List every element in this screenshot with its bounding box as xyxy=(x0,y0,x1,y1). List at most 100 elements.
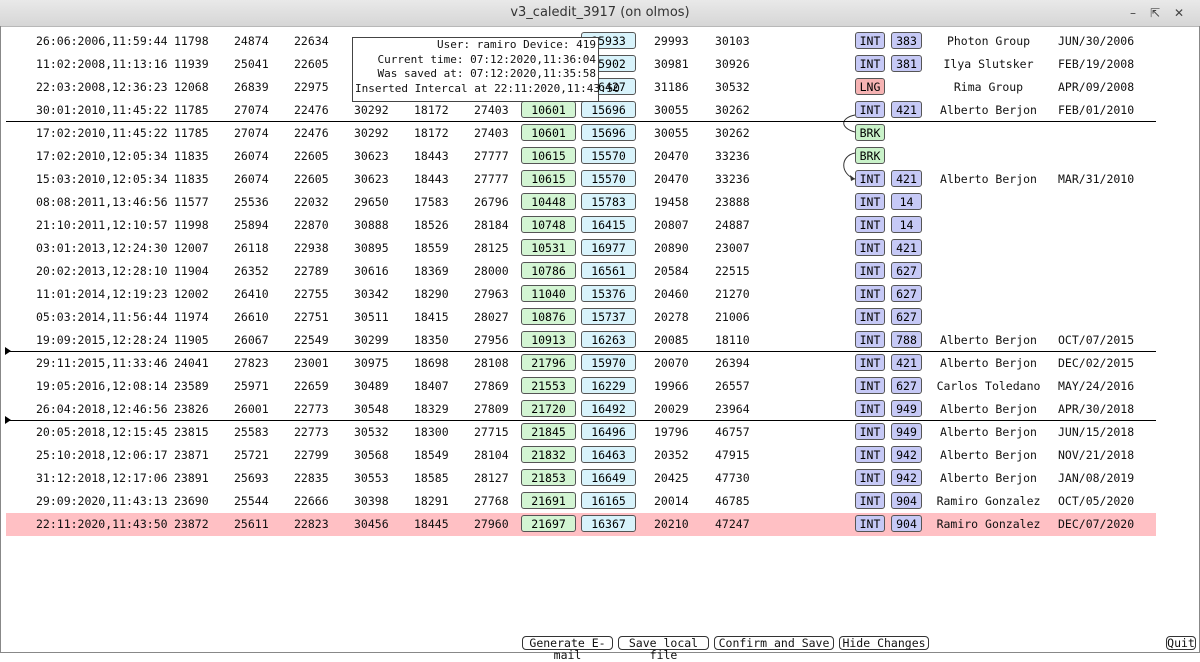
device-tag[interactable]: 421 xyxy=(891,354,922,371)
table-row[interactable]: 22:11:2020,11:43:50 23872 25611 22823 30456 1… xyxy=(6,513,1156,536)
device-tag[interactable]: 627 xyxy=(891,377,922,394)
device-tag[interactable]: 788 xyxy=(891,331,922,348)
green-value-box[interactable]: 10913 xyxy=(521,331,576,348)
type-tag[interactable]: INT xyxy=(855,32,885,49)
quit-button[interactable]: Quit xyxy=(1166,636,1196,650)
green-value-box[interactable]: 21691 xyxy=(521,492,576,509)
blue-value-box[interactable]: 16229 xyxy=(581,377,636,394)
green-value-box[interactable]: 10615 xyxy=(521,170,576,187)
blue-value-box[interactable]: 16492 xyxy=(581,400,636,417)
device-tag[interactable]: 942 xyxy=(891,446,922,463)
green-value-box[interactable]: 10448 xyxy=(521,193,576,210)
type-tag[interactable]: INT xyxy=(855,239,885,256)
type-tag[interactable]: INT xyxy=(855,400,885,417)
blue-value-box[interactable]: 15376 xyxy=(581,285,636,302)
device-tag[interactable]: 421 xyxy=(891,101,922,118)
green-value-box[interactable]: 21832 xyxy=(521,446,576,463)
table-row[interactable]: 17:02:2010,12:05:34 11835 26074 22605 30623 1… xyxy=(6,145,1156,168)
blue-value-box[interactable]: 15696 xyxy=(581,124,636,141)
device-tag[interactable]: 949 xyxy=(891,400,922,417)
green-value-box[interactable]: 21697 xyxy=(521,515,576,532)
table-row[interactable]: 05:03:2014,11:56:44 11974 26610 22751 30511 1… xyxy=(6,306,1156,329)
blue-value-box[interactable]: 15570 xyxy=(581,170,636,187)
green-value-box[interactable]: 21853 xyxy=(521,469,576,486)
type-tag[interactable]: INT xyxy=(855,446,885,463)
generate-email-button[interactable]: Generate E-mail xyxy=(522,636,613,661)
type-tag[interactable]: BRK xyxy=(855,147,885,164)
type-tag[interactable]: INT xyxy=(855,101,885,118)
table-row[interactable]: 11:02:2008,11:13:16 11939 25041 22605 15902 3… xyxy=(6,53,1156,76)
type-tag[interactable]: INT xyxy=(855,308,885,325)
blue-value-box[interactable]: 16561 xyxy=(581,262,636,279)
device-tag[interactable]: 421 xyxy=(891,170,922,187)
table-row[interactable]: 29:11:2015,11:33:46 24041 27823 23001 30975 1… xyxy=(6,352,1156,375)
blue-value-box[interactable]: 16165 xyxy=(581,492,636,509)
title-bar[interactable]: v3_caledit_3917 (on olmos) – ⇱ ✕ xyxy=(0,0,1200,27)
close-icon[interactable]: ✕ xyxy=(1173,6,1185,20)
table-row[interactable]: 19:09:2015,12:28:24 11905 26067 22549 30299 1… xyxy=(6,329,1156,352)
device-tag[interactable]: 904 xyxy=(891,515,922,532)
type-tag[interactable]: BRK xyxy=(855,124,885,141)
green-value-box[interactable]: 21796 xyxy=(521,354,576,371)
minimize-icon[interactable]: – xyxy=(1130,6,1136,20)
device-tag[interactable]: 627 xyxy=(891,285,922,302)
blue-value-box[interactable]: 15783 xyxy=(581,193,636,210)
type-tag[interactable]: INT xyxy=(855,170,885,187)
table-row[interactable]: 19:05:2016,12:08:14 23589 25971 22659 30489 1… xyxy=(6,375,1156,398)
table-row[interactable]: 26:06:2006,11:59:44 11798 24874 22634 15933 2… xyxy=(6,30,1156,53)
type-tag[interactable]: INT xyxy=(855,216,885,233)
type-tag[interactable]: INT xyxy=(855,193,885,210)
blue-value-box[interactable]: 16415 xyxy=(581,216,636,233)
table-row[interactable]: 20:05:2018,12:15:45 23815 25583 22773 30532 1… xyxy=(6,421,1156,444)
device-tag[interactable]: 949 xyxy=(891,423,922,440)
device-tag[interactable]: 942 xyxy=(891,469,922,486)
blue-value-box[interactable]: 16263 xyxy=(581,331,636,348)
type-tag[interactable]: INT xyxy=(855,377,885,394)
table-row[interactable]: 25:10:2018,12:06:17 23871 25721 22799 30568 1… xyxy=(6,444,1156,467)
device-tag[interactable]: 904 xyxy=(891,492,922,509)
blue-value-box[interactable]: 15970 xyxy=(581,354,636,371)
blue-value-box[interactable]: 16649 xyxy=(581,469,636,486)
device-tag[interactable]: 627 xyxy=(891,308,922,325)
device-tag[interactable]: 383 xyxy=(891,32,922,49)
device-tag[interactable]: 381 xyxy=(891,55,922,72)
table-row[interactable]: 26:04:2018,12:46:56 23826 26001 22773 30548 1… xyxy=(6,398,1156,421)
type-tag[interactable]: INT xyxy=(855,492,885,509)
restore-icon[interactable]: ⇱ xyxy=(1149,6,1161,20)
device-tag[interactable]: 14 xyxy=(891,193,922,210)
table-row[interactable]: 03:01:2013,12:24:30 12007 26118 22938 30895 1… xyxy=(6,237,1156,260)
type-tag[interactable]: INT xyxy=(855,331,885,348)
confirm-and-save-button[interactable]: Confirm and Save xyxy=(714,636,834,650)
blue-value-box[interactable]: 16496 xyxy=(581,423,636,440)
table-row[interactable]: 22:03:2008,12:36:23 12068 26839 22975 16427 3… xyxy=(6,76,1156,99)
green-value-box[interactable]: 10876 xyxy=(521,308,576,325)
type-tag[interactable]: INT xyxy=(855,423,885,440)
green-value-box[interactable]: 10531 xyxy=(521,239,576,256)
table-row[interactable]: 20:02:2013,12:28:10 11904 26352 22789 30616 1… xyxy=(6,260,1156,283)
type-tag[interactable]: LNG xyxy=(855,78,885,95)
green-value-box[interactable]: 21720 xyxy=(521,400,576,417)
device-tag[interactable]: 14 xyxy=(891,216,922,233)
device-tag[interactable]: 627 xyxy=(891,262,922,279)
green-value-box[interactable]: 21553 xyxy=(521,377,576,394)
green-value-box[interactable]: 10615 xyxy=(521,147,576,164)
save-local-file-button[interactable]: Save local file xyxy=(618,636,709,661)
table-row[interactable]: 30:01:2010,11:45:22 11785 27074 22476 30292 1… xyxy=(6,99,1156,122)
green-value-box[interactable]: 21845 xyxy=(521,423,576,440)
blue-value-box[interactable]: 16463 xyxy=(581,446,636,463)
blue-value-box[interactable]: 15696 xyxy=(581,101,636,118)
blue-value-box[interactable]: 16367 xyxy=(581,515,636,532)
table-row[interactable]: 08:08:2011,13:46:56 11577 25536 22032 29650 1… xyxy=(6,191,1156,214)
table-row[interactable]: 31:12:2018,12:17:06 23891 25693 22835 30553 1… xyxy=(6,467,1156,490)
table-row[interactable]: 11:01:2014,12:19:23 12002 26410 22755 30342 1… xyxy=(6,283,1156,306)
type-tag[interactable]: INT xyxy=(855,354,885,371)
blue-value-box[interactable]: 16977 xyxy=(581,239,636,256)
hide-changes-button[interactable]: Hide Changes xyxy=(839,636,929,650)
blue-value-box[interactable]: 15737 xyxy=(581,308,636,325)
type-tag[interactable]: INT xyxy=(855,55,885,72)
table-row[interactable]: 15:03:2010,12:05:34 11835 26074 22605 30623 1… xyxy=(6,168,1156,191)
blue-value-box[interactable]: 15570 xyxy=(581,147,636,164)
type-tag[interactable]: INT xyxy=(855,515,885,532)
type-tag[interactable]: INT xyxy=(855,262,885,279)
table-row[interactable]: 21:10:2011,12:10:57 11998 25894 22870 30888 1… xyxy=(6,214,1156,237)
